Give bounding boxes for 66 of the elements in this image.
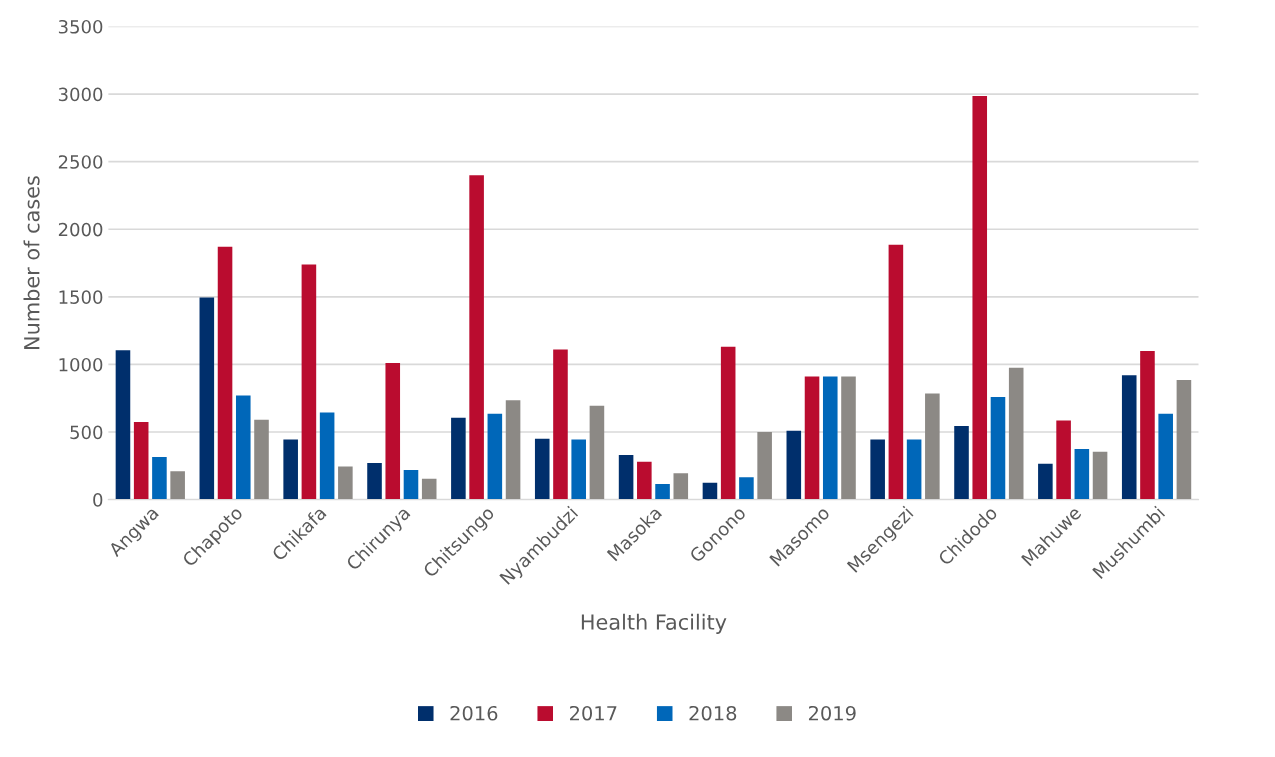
bar	[571, 439, 586, 500]
bar	[1121, 375, 1137, 500]
bar	[451, 417, 466, 500]
legend-label: 2017	[569, 705, 617, 721]
bar	[385, 363, 401, 500]
bar	[505, 400, 521, 500]
bar	[655, 484, 670, 500]
bar	[804, 376, 820, 500]
bar	[469, 175, 484, 500]
bar	[618, 455, 634, 500]
legend-label: 2019	[808, 705, 856, 721]
legend-label: 2016	[450, 705, 498, 721]
bar	[553, 349, 568, 500]
bar	[990, 396, 1006, 500]
bar	[954, 425, 969, 500]
y-tick-label: 2000	[58, 222, 103, 237]
y-tick-label: 1500	[59, 290, 103, 304]
y-tick-label: 3000	[58, 87, 103, 102]
bar	[115, 350, 131, 500]
x-axis-title: Health Facility	[581, 613, 727, 634]
legend-label: 2018	[689, 705, 737, 721]
bar	[254, 419, 269, 500]
bar	[1056, 420, 1071, 500]
y-axis-title: Number of cases	[23, 176, 40, 349]
y-tick-label: 2500	[58, 155, 103, 169]
bar	[841, 376, 856, 500]
bar	[1074, 448, 1090, 500]
bar	[403, 469, 419, 500]
bar	[822, 376, 838, 500]
bar	[217, 246, 233, 500]
bar	[906, 439, 922, 500]
bar	[673, 473, 689, 500]
bar	[637, 461, 652, 500]
bar	[589, 405, 605, 500]
bar	[1092, 451, 1108, 500]
bar	[888, 244, 904, 500]
y-tick-label: 3500	[58, 19, 103, 34]
bar	[487, 413, 503, 500]
bar	[1038, 463, 1053, 500]
bar	[1140, 350, 1155, 500]
bar	[199, 297, 215, 500]
bar	[534, 438, 550, 500]
bar	[170, 471, 185, 500]
bar	[786, 430, 802, 500]
bar	[319, 412, 335, 500]
bar	[421, 478, 437, 500]
bar	[870, 439, 885, 500]
bar	[152, 457, 167, 500]
bar	[1008, 367, 1024, 500]
bar	[367, 463, 382, 500]
bar	[235, 395, 251, 500]
bar	[702, 482, 718, 500]
bar	[720, 346, 736, 500]
y-tick-label: 0	[93, 493, 103, 507]
bar	[972, 96, 988, 500]
bar	[925, 393, 940, 500]
bar	[301, 264, 317, 500]
bar	[1176, 379, 1192, 500]
bar	[1158, 413, 1173, 500]
y-tick-label: 1000	[59, 357, 103, 372]
bar	[338, 466, 353, 500]
bar	[283, 439, 298, 500]
bar	[739, 477, 754, 500]
y-tick-label: 500	[70, 425, 103, 440]
bar	[757, 432, 772, 500]
bar	[133, 421, 149, 500]
